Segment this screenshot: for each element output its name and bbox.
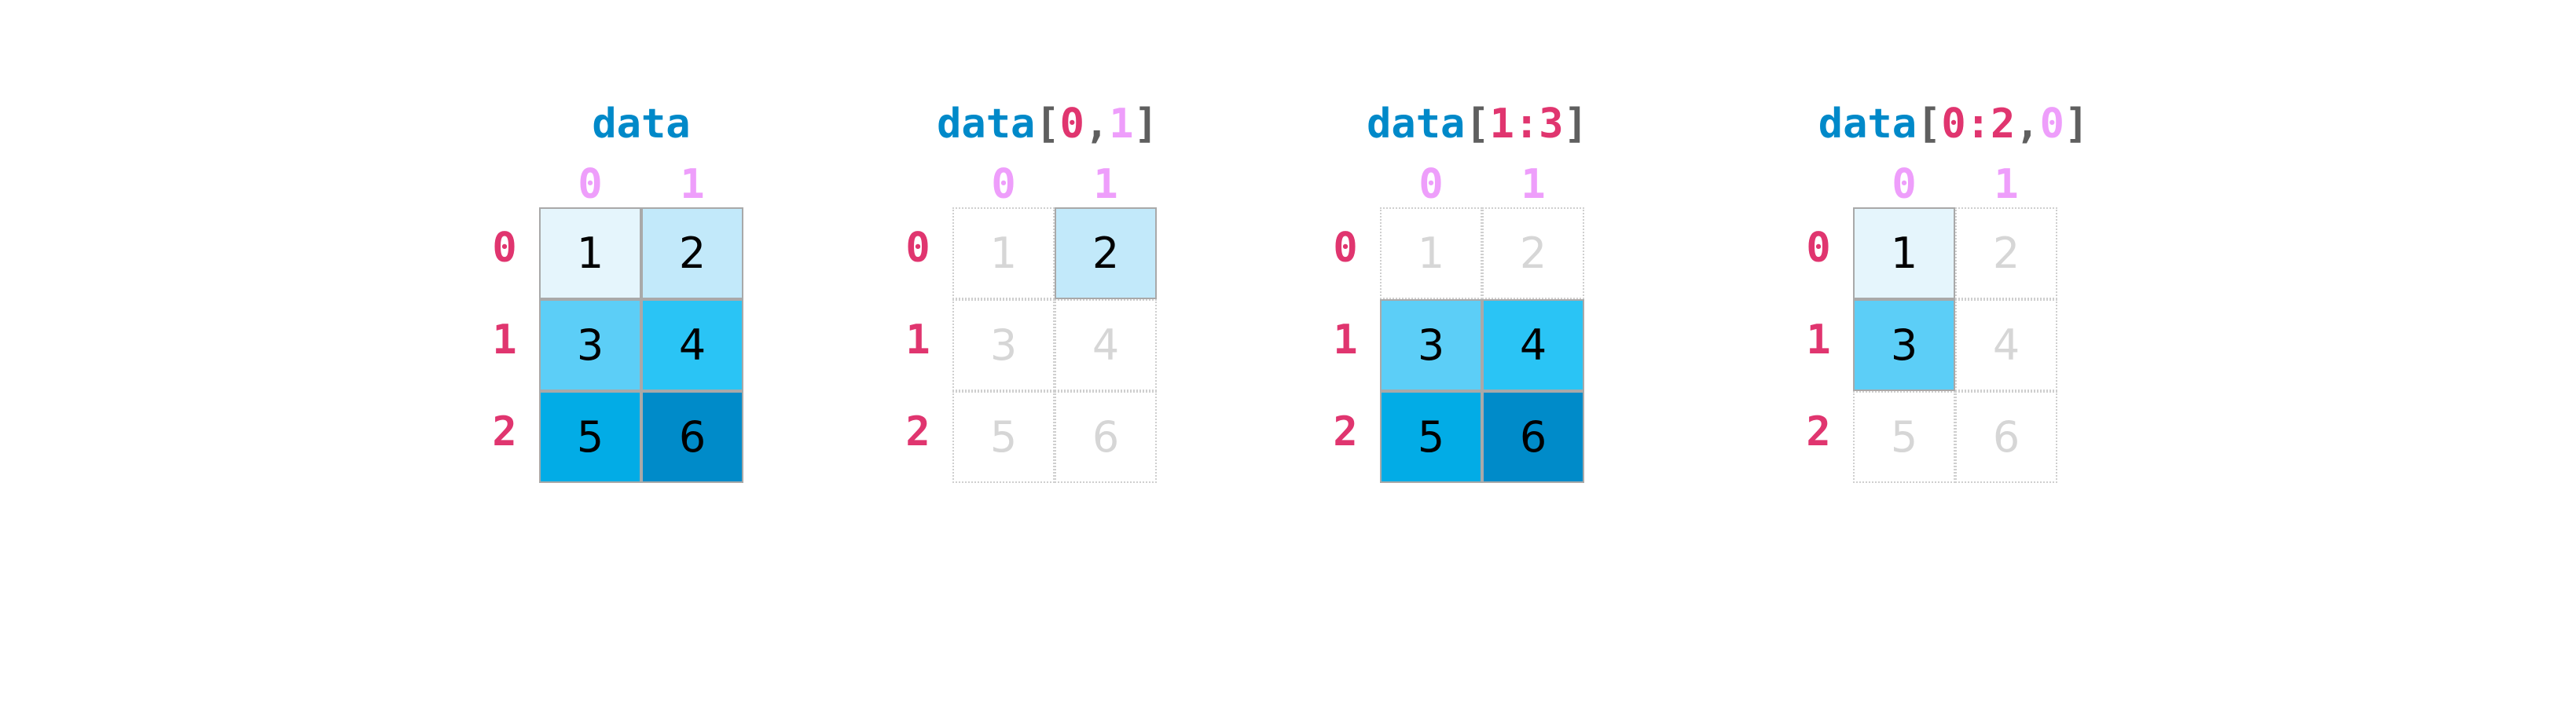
selected-cell: 3 xyxy=(1853,299,1955,391)
title-segment: 0:2 xyxy=(1941,101,2016,148)
row-index-label: 2 xyxy=(1333,408,1358,455)
selected-cell: 5 xyxy=(1380,391,1482,483)
row-index-label: 0 xyxy=(1333,225,1358,272)
title-segment: 0 xyxy=(1059,101,1084,148)
title-segment: data xyxy=(937,101,1036,148)
unselected-cell: 1 xyxy=(1380,207,1482,299)
unselected-cell: 3 xyxy=(952,299,1055,391)
column-index-label: 0 xyxy=(1418,161,1444,208)
title-segment: , xyxy=(1084,101,1110,148)
row-index-label: 1 xyxy=(905,316,930,364)
panel-title: data[1:3] xyxy=(1367,101,1588,148)
row-index-label: 1 xyxy=(1806,316,1831,364)
title-segment: 1:3 xyxy=(1489,101,1564,148)
unselected-cell: 5 xyxy=(1853,391,1955,483)
title-segment: 0 xyxy=(2039,101,2064,148)
selected-cell: 6 xyxy=(1482,391,1584,483)
row-index-label: 1 xyxy=(1333,316,1358,364)
selected-cell: 1 xyxy=(1853,207,1955,299)
column-index-label: 0 xyxy=(1892,161,1917,208)
panel-title: data xyxy=(592,101,690,148)
title-segment: 1 xyxy=(1109,101,1134,148)
selected-cell: 1 xyxy=(539,207,641,299)
title-segment: [ xyxy=(1465,101,1490,148)
column-index-label: 0 xyxy=(578,161,603,208)
row-index-label: 0 xyxy=(1806,225,1831,272)
unselected-cell: 4 xyxy=(1955,299,2057,391)
title-segment: ] xyxy=(1133,101,1158,148)
unselected-cell: 6 xyxy=(1955,391,2057,483)
selected-cell: 5 xyxy=(539,391,641,483)
column-index-label: 1 xyxy=(1093,161,1118,208)
unselected-cell: 4 xyxy=(1055,299,1157,391)
row-index-label: 0 xyxy=(905,225,930,272)
column-index-label: 1 xyxy=(1521,161,1546,208)
selected-cell: 4 xyxy=(641,299,743,391)
unselected-cell: 5 xyxy=(952,391,1055,483)
panel-title: data[0:2,0] xyxy=(1818,101,2089,148)
column-index-label: 1 xyxy=(680,161,705,208)
title-segment: data xyxy=(1367,101,1466,148)
selected-cell: 3 xyxy=(539,299,641,391)
row-index-label: 2 xyxy=(492,408,517,455)
title-segment: , xyxy=(2015,101,2040,148)
title-segment: ] xyxy=(2064,101,2090,148)
row-index-label: 1 xyxy=(492,316,517,364)
title-segment: [ xyxy=(1917,101,1942,148)
unselected-cell: 6 xyxy=(1055,391,1157,483)
row-index-label: 2 xyxy=(1806,408,1831,455)
selected-cell: 3 xyxy=(1380,299,1482,391)
unselected-cell: 2 xyxy=(1482,207,1584,299)
panel-title: data[0,1] xyxy=(937,101,1158,148)
selected-cell: 4 xyxy=(1482,299,1584,391)
column-index-label: 1 xyxy=(1994,161,2019,208)
title-segment: data xyxy=(592,101,691,148)
column-index-label: 0 xyxy=(991,161,1016,208)
unselected-cell: 2 xyxy=(1955,207,2057,299)
title-segment: ] xyxy=(1563,101,1588,148)
title-segment: [ xyxy=(1035,101,1060,148)
row-index-label: 2 xyxy=(905,408,930,455)
selected-cell: 2 xyxy=(1055,207,1157,299)
unselected-cell: 1 xyxy=(952,207,1055,299)
selected-cell: 6 xyxy=(641,391,743,483)
selected-cell: 2 xyxy=(641,207,743,299)
row-index-label: 0 xyxy=(492,225,517,272)
title-segment: data xyxy=(1818,101,1917,148)
